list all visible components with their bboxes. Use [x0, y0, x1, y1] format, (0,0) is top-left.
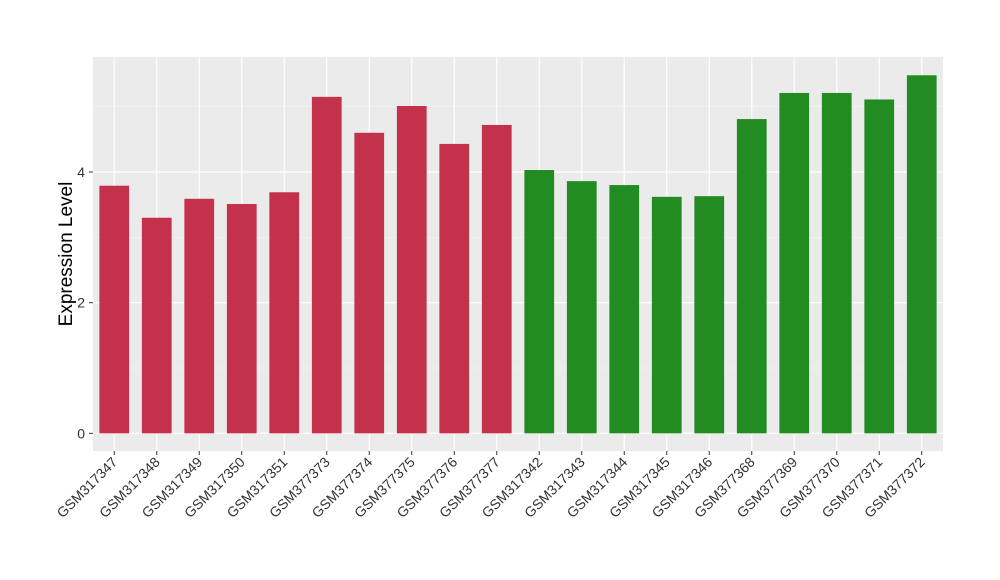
bar [481, 124, 512, 434]
bar [694, 196, 725, 434]
bar [226, 204, 257, 434]
y-tick-label: 2 [77, 295, 85, 311]
y-tick-label: 0 [77, 425, 85, 441]
bar [779, 92, 810, 434]
bar [184, 198, 215, 434]
bar [311, 96, 342, 434]
bar [821, 92, 852, 434]
bar [736, 119, 767, 434]
bar [524, 170, 555, 434]
bar [906, 75, 937, 434]
bar [99, 185, 130, 434]
y-axis-title: Expression Level [56, 182, 77, 327]
bar [566, 181, 597, 434]
plot-panel [93, 57, 943, 451]
bar [396, 106, 427, 434]
bar [439, 143, 470, 434]
bar [354, 132, 385, 434]
bar [651, 196, 682, 434]
bar [864, 99, 895, 434]
bar [269, 192, 300, 434]
bar [141, 217, 172, 434]
y-tick-label: 4 [77, 164, 85, 180]
bar [609, 185, 640, 434]
